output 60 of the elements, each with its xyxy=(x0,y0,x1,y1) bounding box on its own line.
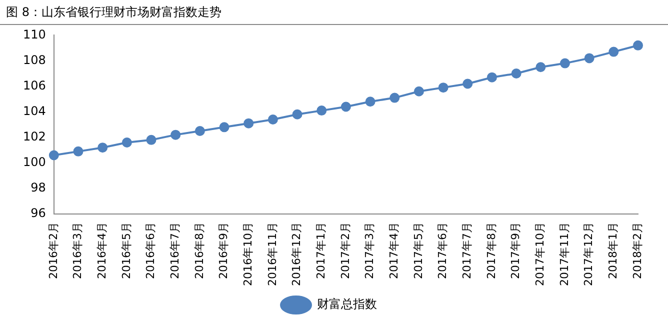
y-tick-label: 102 xyxy=(23,130,46,144)
x-tick-label: 2017年10月 xyxy=(534,222,547,286)
x-tick-label: 2017年4月 xyxy=(387,222,400,280)
point xyxy=(633,40,643,50)
x-tick-label: 2017年5月 xyxy=(412,222,425,280)
point xyxy=(511,68,522,79)
point xyxy=(390,92,400,103)
y-tick-label: 96 xyxy=(30,206,46,220)
point xyxy=(122,137,132,148)
point xyxy=(268,114,278,124)
x-tick-label: 2017年2月 xyxy=(338,222,352,280)
x-tick-label: 2018年2月 xyxy=(630,222,644,280)
x-tick-label: 2016年3月 xyxy=(71,222,84,280)
point xyxy=(146,134,156,145)
x-tick-label: 2016年5月 xyxy=(120,222,133,280)
x-tick-label: 2016年7月 xyxy=(168,222,182,280)
point xyxy=(219,122,230,132)
point xyxy=(536,62,546,72)
point xyxy=(292,109,302,120)
x-tick-label: 2017年12月 xyxy=(582,222,596,286)
x-tick-label: 2016年4月 xyxy=(95,222,108,280)
x-tick-label: 2016年9月 xyxy=(217,222,230,280)
point xyxy=(560,58,570,68)
point xyxy=(73,146,84,156)
point xyxy=(608,46,619,57)
point xyxy=(584,53,594,64)
x-tick-label: 2017年3月 xyxy=(363,222,376,280)
point xyxy=(486,72,497,82)
point xyxy=(340,102,351,112)
x-tick-label: 2017年11月 xyxy=(558,222,571,286)
chart-title: 图 8：山东省银行理财市场财富指数走势 xyxy=(0,0,668,25)
point xyxy=(244,118,254,128)
x-tick-label: 2017年7月 xyxy=(460,222,474,280)
x-tick-label: 2016年2月 xyxy=(46,222,60,280)
point xyxy=(170,130,181,140)
y-tick-label: 108 xyxy=(23,52,46,67)
x-tick-label: 2016年12月 xyxy=(290,222,304,286)
legend-label: 财富总指数 xyxy=(317,297,377,312)
y-tick-label: 110 xyxy=(23,27,46,42)
x-tick-label: 2016年10月 xyxy=(241,222,254,286)
point xyxy=(194,126,205,136)
point xyxy=(365,96,376,107)
y-tick-label: 100 xyxy=(23,155,46,170)
point xyxy=(438,82,448,93)
point xyxy=(98,142,108,153)
point xyxy=(48,150,59,160)
point xyxy=(462,78,473,89)
x-tick-label: 2017年1月 xyxy=(314,222,328,280)
x-tick-label: 2017年6月 xyxy=(436,222,450,280)
x-tick-label: 2018年1月 xyxy=(606,222,620,280)
x-tick-label: 2016年6月 xyxy=(144,222,158,280)
y-tick-label: 106 xyxy=(23,78,46,92)
x-tick-label: 2017年9月 xyxy=(509,222,522,280)
x-tick-label: 2016年8月 xyxy=(192,222,206,280)
x-tick-label: 2017年8月 xyxy=(484,222,498,280)
point xyxy=(414,86,424,96)
x-tick-label: 2016年11月 xyxy=(266,222,279,286)
y-tick-label: 98 xyxy=(30,180,46,195)
point xyxy=(316,106,327,116)
y-tick-label: 104 xyxy=(23,104,46,118)
